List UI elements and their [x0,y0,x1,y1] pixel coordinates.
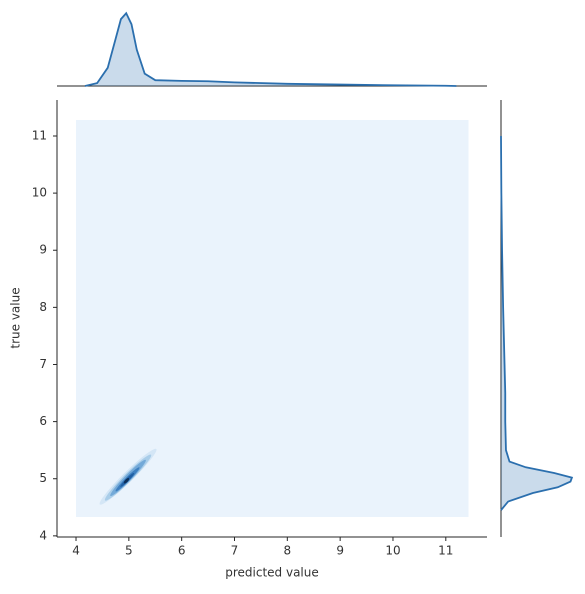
kde-contour [123,477,130,484]
y-tick-label: 11 [32,128,47,142]
x-marginal-line [84,11,457,87]
x-tick-label: 10 [385,544,400,558]
x-tick-label: 5 [125,544,133,558]
y-marginal-area [501,135,572,511]
y-axis-label: true value [9,287,23,348]
x-axis-label: predicted value [225,566,319,580]
x-tick-label: 7 [231,544,239,558]
y-tick-label: 5 [39,471,47,485]
x-tick-label: 6 [178,544,186,558]
x-marginal-area [84,13,457,86]
x-tick-label: 11 [438,544,453,558]
x-tick-label: 9 [336,544,344,558]
y-marginal-line [500,135,574,511]
y-tick-label: 8 [39,300,47,314]
y-tick-label: 7 [39,357,47,371]
y-tick-label: 4 [39,528,47,542]
kde-extent [76,119,469,518]
y-tick-label: 10 [32,186,47,200]
y-tick-label: 6 [39,414,47,428]
y-tick-label: 9 [39,243,47,257]
x-tick-label: 4 [72,544,80,558]
x-tick-label: 8 [283,544,291,558]
